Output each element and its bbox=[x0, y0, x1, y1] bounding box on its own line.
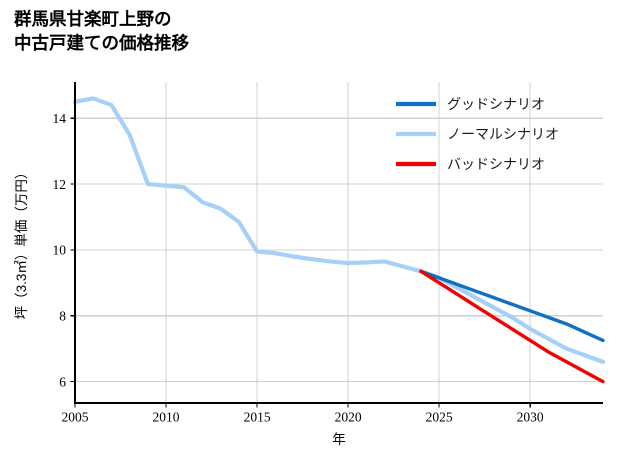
x-tick-label-2025: 2025 bbox=[426, 410, 453, 425]
chart-title-line-1: 群馬県甘楽町上野の bbox=[14, 9, 172, 29]
y-tick-label-6: 6 bbox=[59, 374, 66, 389]
legend-label-バッドシナリオ: バッドシナリオ bbox=[447, 156, 545, 172]
x-tick-label-2005: 2005 bbox=[62, 410, 89, 425]
x-tick-label-2010: 2010 bbox=[153, 410, 180, 425]
chart-title: 群馬県甘楽町上野の 中古戸建ての価格推移 bbox=[14, 8, 189, 55]
axis-titles-group: 年 坪（3.3㎡）単価（万円） bbox=[14, 166, 346, 447]
x-axis-title: 年 bbox=[332, 432, 346, 447]
x-tick-label-2030: 2030 bbox=[517, 410, 544, 425]
series-group bbox=[72, 96, 606, 384]
gridlines-group bbox=[74, 82, 603, 403]
y-axis-title: 坪（3.3㎡）単価（万円） bbox=[14, 166, 29, 320]
x-tick-label-2020: 2020 bbox=[335, 410, 362, 425]
series-line-ノーマルシナリオ bbox=[72, 96, 606, 364]
x-tick-label-2015: 2015 bbox=[244, 410, 271, 425]
chart-title-line-2: 中古戸建ての価格推移 bbox=[14, 32, 189, 53]
legend-label-グッドシナリオ: グッドシナリオ bbox=[447, 96, 545, 112]
y-tick-label-14: 14 bbox=[53, 111, 67, 126]
legend-label-ノーマルシナリオ: ノーマルシナリオ bbox=[447, 126, 559, 142]
series-line-バッドシナリオ bbox=[419, 269, 605, 384]
y-tick-label-10: 10 bbox=[53, 243, 67, 258]
axis-spines bbox=[70, 82, 603, 408]
tick-labels-group: 6 8 10 12 14 2005 2010 2015 2020 2025 2030 bbox=[53, 111, 544, 424]
y-tick-label-8: 8 bbox=[59, 309, 66, 324]
series-line-グッドシナリオ bbox=[419, 269, 605, 343]
y-tick-label-12: 12 bbox=[53, 177, 67, 192]
